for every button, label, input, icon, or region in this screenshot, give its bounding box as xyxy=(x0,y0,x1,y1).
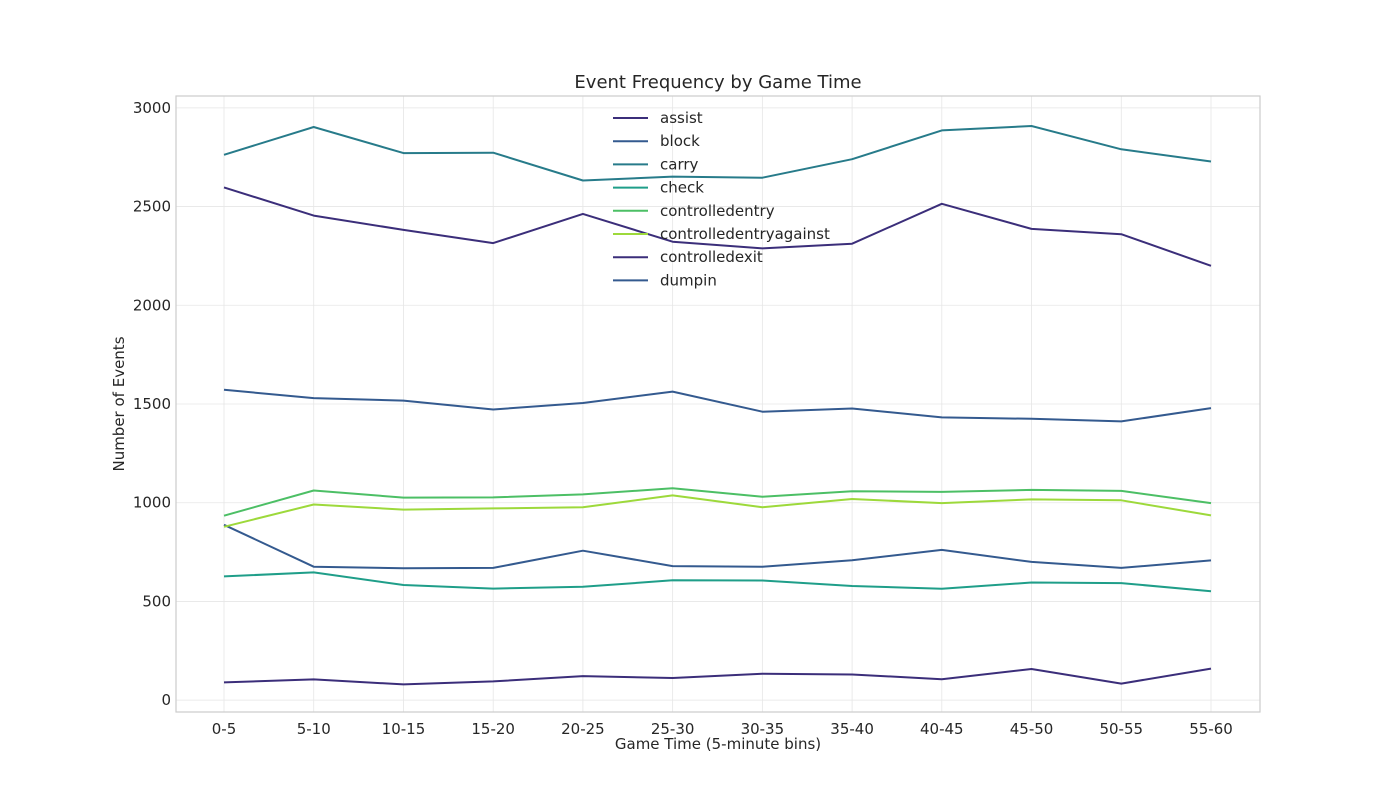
x-tick-label: 45-50 xyxy=(1010,720,1054,738)
x-tick-label: 35-40 xyxy=(830,720,874,738)
x-tick-label: 25-30 xyxy=(651,720,695,738)
series-lines xyxy=(223,125,1212,686)
y-tick-label: 1500 xyxy=(133,395,171,413)
grid xyxy=(176,96,1260,712)
series-line-carry xyxy=(223,125,1212,182)
legend-label: controlledentry xyxy=(660,202,775,220)
series-line-check xyxy=(223,571,1212,593)
legend-label: dumpin xyxy=(660,271,717,289)
series-line-block xyxy=(223,523,1212,570)
legend-label: block xyxy=(660,132,700,150)
y-tick-label: 3000 xyxy=(133,99,171,117)
y-tick-label: 2500 xyxy=(133,198,171,216)
x-tick-label: 10-15 xyxy=(382,720,426,738)
series-line-assist xyxy=(223,667,1212,686)
x-axis-label: Game Time (5-minute bins) xyxy=(615,735,821,753)
y-tick-label: 0 xyxy=(161,691,171,709)
y-tick-label: 1000 xyxy=(133,494,171,512)
legend-label: controlledexit xyxy=(660,248,763,266)
x-tick-label: 0-5 xyxy=(212,720,237,738)
x-tick-label: 55-60 xyxy=(1189,720,1233,738)
legend-label: carry xyxy=(660,155,699,173)
y-tick-label: 500 xyxy=(142,592,171,610)
x-tick-label: 40-45 xyxy=(920,720,964,738)
series-line-dumpin xyxy=(223,388,1212,423)
series-line-controlledentry xyxy=(223,487,1212,517)
legend-label: assist xyxy=(660,109,703,127)
y-axis-label: Number of Events xyxy=(110,336,128,471)
series-line-controlledentryagainst xyxy=(223,494,1212,528)
chart-title: Event Frequency by Game Time xyxy=(574,72,861,93)
y-tick-labels: 0 500 1000 1500 2000 2500 3000 xyxy=(133,99,171,709)
y-tick-label: 2000 xyxy=(133,296,171,314)
legend: assist block carry check controlledentry cont… xyxy=(613,109,830,289)
x-tick-label: 50-55 xyxy=(1099,720,1143,738)
series-line-controlledexit xyxy=(223,186,1212,267)
x-tick-label: 30-35 xyxy=(741,720,785,738)
x-tick-label: 5-10 xyxy=(297,720,331,738)
x-tick-labels: 0-5 5-10 10-15 15-20 20-25 25-30 30-35 35-40 40-… xyxy=(212,720,1233,738)
x-tick-label: 15-20 xyxy=(471,720,515,738)
legend-label: check xyxy=(660,179,704,197)
legend-label: controlledentryagainst xyxy=(660,225,830,243)
x-tick-label: 20-25 xyxy=(561,720,605,738)
plot-frame xyxy=(175,95,1261,713)
